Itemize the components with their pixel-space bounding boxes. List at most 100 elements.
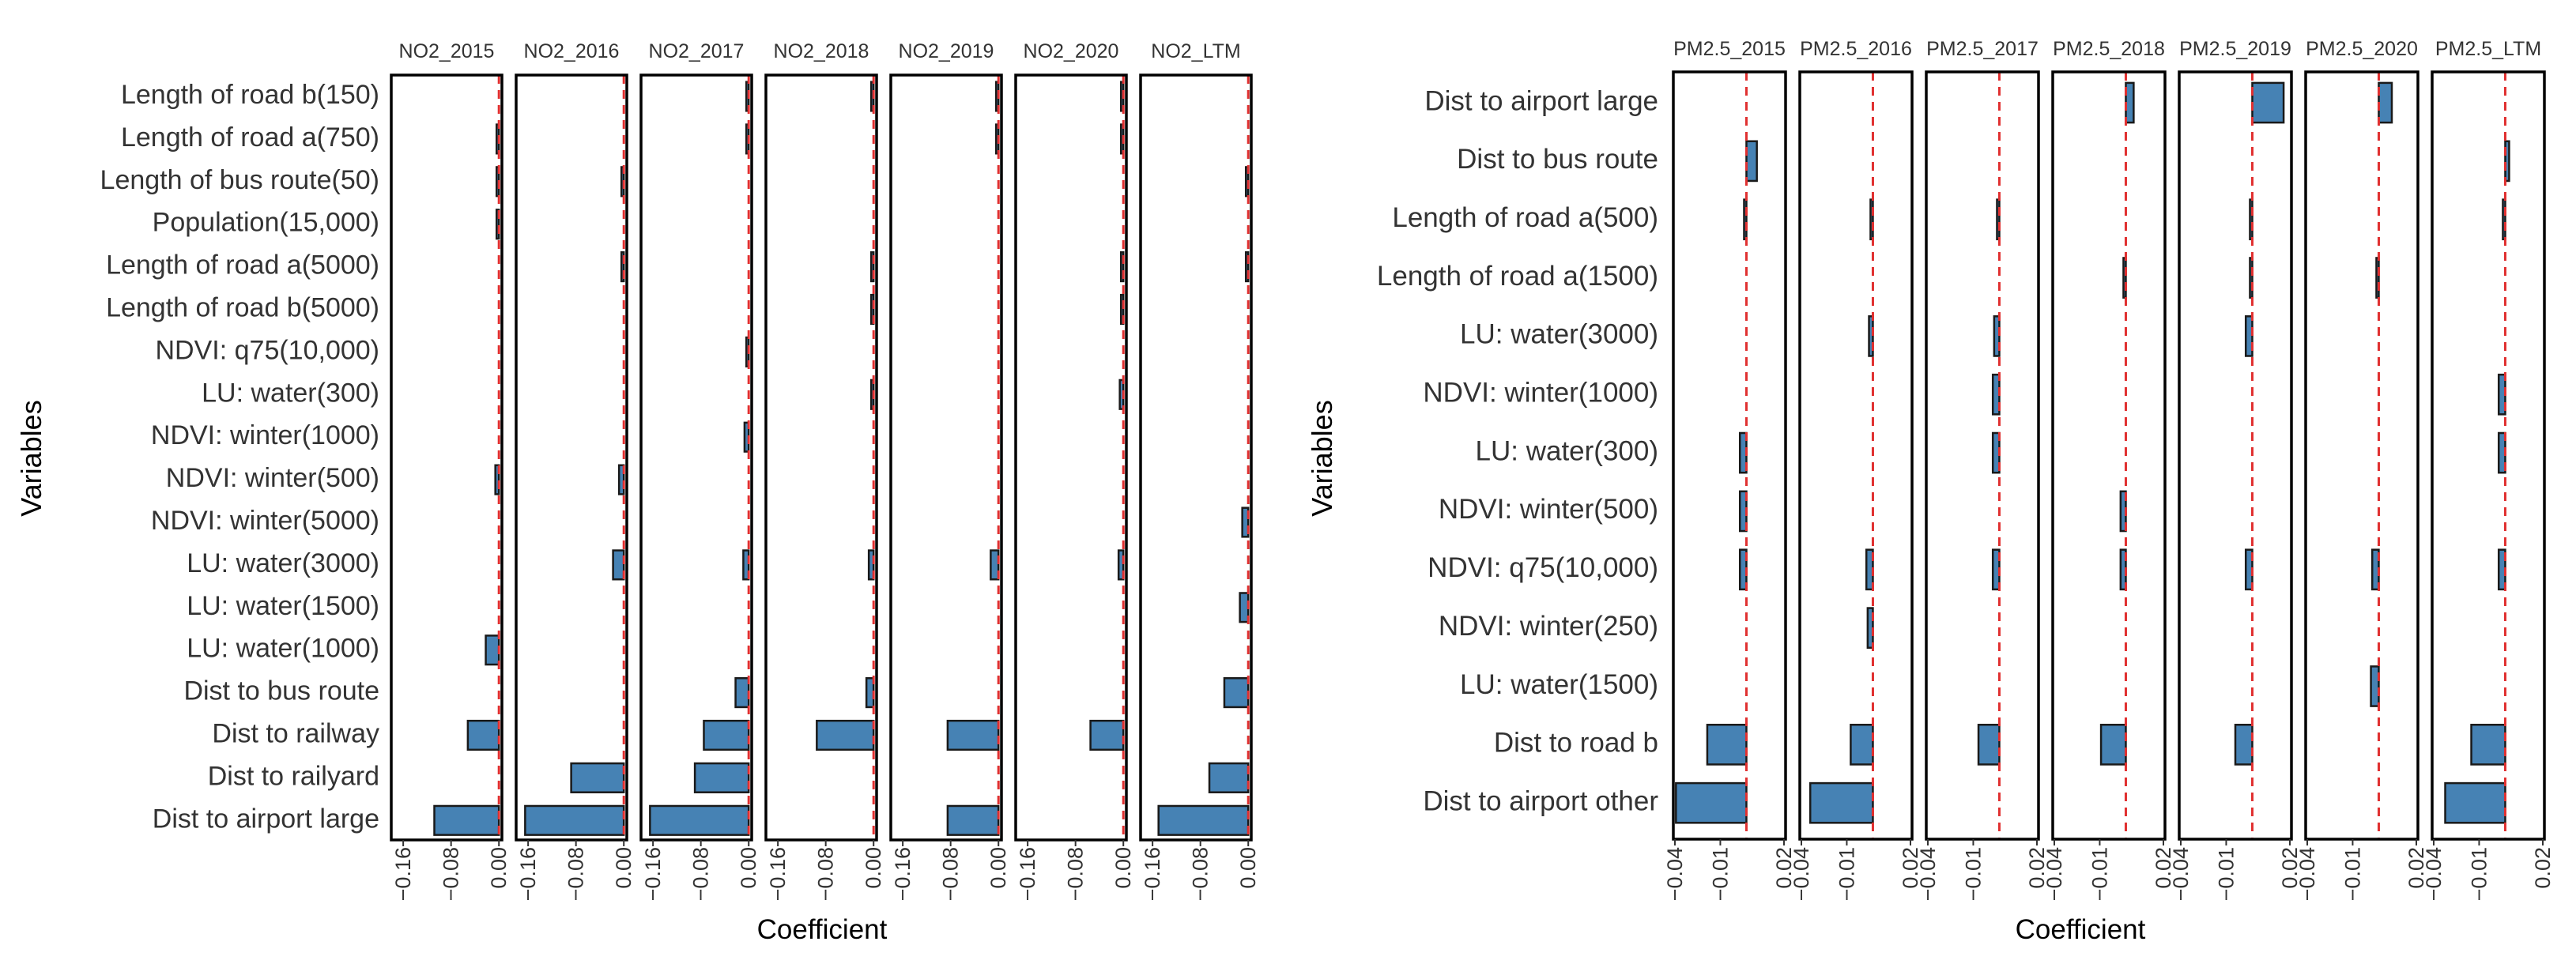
- x-tick-label: 0.00: [737, 847, 760, 889]
- x-tick-label: 0.02: [1772, 847, 1796, 889]
- x-tick-label: 0.02: [2152, 847, 2175, 889]
- x-tick-label: −0.16: [891, 847, 915, 901]
- bar: [1223, 677, 1250, 709]
- bar: [433, 804, 500, 836]
- facet-panel: PM2.5_LTM −0.04 −0.01 0.02: [2422, 38, 2555, 901]
- x-tick-label: −0.08: [939, 847, 963, 901]
- category-label: Length of road b(150): [121, 80, 379, 110]
- category-label: Length of road a(5000): [106, 250, 379, 281]
- x-tick-label: −0.04: [2295, 847, 2319, 901]
- facet-label: PM2.5_2017: [1926, 38, 2039, 60]
- facet-panel: PM2.5_2018 −0.04 −0.01 0.02: [2042, 38, 2175, 901]
- bar: [734, 677, 750, 709]
- category-label: NDVI: q75(10,000): [156, 335, 380, 365]
- category-label: LU: water(300): [202, 378, 379, 408]
- category-label: NDVI: q75(10,000): [1428, 552, 1658, 583]
- panel-frame: [2051, 70, 2167, 841]
- bar: [2234, 723, 2254, 766]
- category-label: Length of bus route(50): [100, 165, 379, 195]
- bar: [946, 804, 1000, 836]
- panel-frame: [1014, 73, 1128, 842]
- bar: [1977, 723, 2001, 766]
- facet-panel: NO2_2020 −0.16 −0.08 0.00: [1014, 40, 1135, 901]
- facet-label: NO2_2019: [899, 40, 994, 62]
- bar: [1239, 592, 1250, 623]
- panel-frame: [1798, 70, 1914, 841]
- bar: [693, 762, 750, 793]
- x-tick-label: 0.00: [862, 847, 885, 889]
- x-tick-label: −0.04: [2422, 847, 2446, 901]
- x-tick-label: −0.16: [641, 847, 665, 901]
- x-tick-label: −0.01: [2088, 847, 2111, 901]
- panel-frame: [1672, 70, 1787, 841]
- x-tick-label: −0.01: [2214, 847, 2238, 901]
- bar: [620, 251, 625, 283]
- facet-panel: NO2_LTM −0.16 −0.08 0.00: [1139, 40, 1260, 901]
- bar: [524, 804, 625, 836]
- bar: [2122, 257, 2127, 299]
- x-tick-label: 0.02: [2278, 847, 2302, 889]
- panel-frame: [889, 73, 1003, 842]
- panel-frame: [1925, 70, 2040, 841]
- category-label: NDVI: winter(500): [1439, 494, 1658, 525]
- bar: [1868, 315, 1874, 357]
- bar: [2370, 665, 2380, 707]
- panel-frame: [1139, 73, 1253, 842]
- bar: [1743, 198, 1748, 241]
- y-axis-title: Variables: [15, 400, 47, 516]
- facet-label: PM2.5_2020: [2306, 38, 2418, 60]
- bar: [1706, 723, 1748, 766]
- bar: [816, 719, 875, 751]
- category-label: Dist to railyard: [208, 761, 379, 791]
- x-tick-label: −0.01: [1961, 847, 1985, 901]
- x-tick-label: −0.08: [439, 847, 463, 901]
- bar: [2249, 198, 2254, 241]
- bar: [1117, 549, 1125, 581]
- bar: [2502, 198, 2506, 241]
- facet-label: NO2_2016: [524, 40, 620, 62]
- x-tick-label: −0.16: [1141, 847, 1164, 901]
- x-tick-label: −0.08: [814, 847, 838, 901]
- bar: [703, 719, 750, 751]
- bar: [2099, 723, 2127, 766]
- category-label: Length of road a(1500): [1377, 261, 1658, 292]
- category-label: Dist to airport other: [1423, 785, 1658, 816]
- facet-panel: PM2.5_2016 −0.04 −0.01 0.02: [1790, 38, 1922, 901]
- panel-frame: [764, 73, 878, 842]
- facet-label: NO2_LTM: [1151, 40, 1240, 62]
- bar: [2378, 81, 2393, 124]
- facet-label: NO2_2015: [399, 40, 495, 62]
- bar: [742, 549, 750, 581]
- x-tick-label: −0.04: [1790, 847, 1813, 901]
- x-tick-label: −0.01: [1835, 847, 1858, 901]
- bar: [649, 804, 750, 836]
- facet-label: NO2_2020: [1024, 40, 1119, 62]
- category-label: Dist to road b: [1494, 728, 1658, 759]
- bar: [2251, 81, 2285, 124]
- x-tick-label: 0.02: [2404, 847, 2428, 889]
- category-label: Population(15,000): [153, 208, 379, 238]
- facet-panel: PM2.5_2020 −0.04 −0.01 0.02: [2295, 38, 2428, 901]
- bar: [1089, 719, 1125, 751]
- x-tick-label: −0.04: [1663, 847, 1687, 901]
- bar: [1745, 140, 1758, 183]
- x-tick-label: 0.00: [986, 847, 1010, 889]
- chart-group-pm25: Variables Coefficient Dist to airport larg…: [1306, 38, 2555, 945]
- x-tick-label: 0.00: [487, 847, 511, 889]
- facet-label: NO2_2017: [649, 40, 745, 62]
- category-label: LU: water(1500): [1460, 669, 1658, 700]
- x-tick-label: −0.08: [1064, 847, 1088, 901]
- bar: [946, 719, 1000, 751]
- x-axis-title: Coefficient: [2016, 914, 2146, 945]
- bar: [1157, 804, 1250, 836]
- bar: [495, 209, 500, 240]
- facet-label: PM2.5_2015: [1673, 38, 1786, 60]
- x-tick-label: 0.00: [612, 847, 636, 889]
- facet-panel: PM2.5_2015 −0.04 −0.01 0.02: [1663, 38, 1796, 901]
- x-tick-label: −0.04: [2169, 847, 2193, 901]
- bar: [485, 635, 500, 666]
- category-label: Length of road a(500): [1392, 202, 1658, 233]
- bar: [1808, 781, 1874, 824]
- bar: [2244, 315, 2254, 357]
- bar: [1996, 198, 2001, 241]
